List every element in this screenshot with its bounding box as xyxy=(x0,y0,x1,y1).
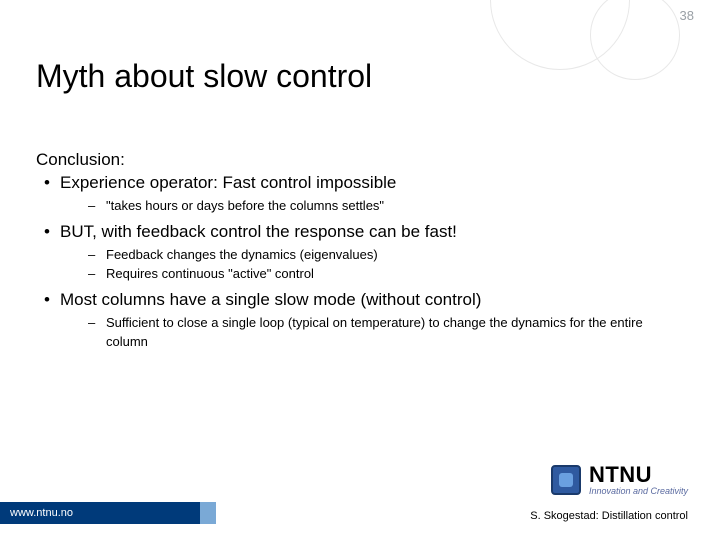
decorative-circle xyxy=(590,0,680,80)
logo-name: NTNU xyxy=(589,464,688,486)
author-line: S. Skogestad: Distillation control xyxy=(530,510,688,522)
sub-list: "takes hours or days before the columns … xyxy=(60,197,684,215)
footer-accent xyxy=(200,502,216,524)
bullet-item: Most columns have a single slow mode (wi… xyxy=(36,289,684,350)
bullet-item: Experience operator: Fast control imposs… xyxy=(36,172,684,215)
bullet-list: Experience operator: Fast control imposs… xyxy=(36,172,684,351)
sub-item: Sufficient to close a single loop (typic… xyxy=(80,314,684,350)
sub-list: Sufficient to close a single loop (typic… xyxy=(60,314,684,350)
footer-url: www.ntnu.no xyxy=(10,507,73,519)
logo-inner-icon xyxy=(559,473,573,487)
bullet-text: Most columns have a single slow mode (wi… xyxy=(60,290,481,309)
ntnu-logo: NTNU Innovation and Creativity xyxy=(551,464,688,496)
bullet-item: BUT, with feedback control the response … xyxy=(36,221,684,283)
bullet-text: BUT, with feedback control the response … xyxy=(60,222,457,241)
sub-list: Feedback changes the dynamics (eigenvalu… xyxy=(60,246,684,283)
bullet-text: Experience operator: Fast control imposs… xyxy=(60,173,396,192)
content-block: Conclusion: Experience operator: Fast co… xyxy=(36,150,684,357)
conclusion-heading: Conclusion: xyxy=(36,150,684,170)
logo-icon xyxy=(551,465,581,495)
sub-item: Feedback changes the dynamics (eigenvalu… xyxy=(80,246,684,264)
slide-title: Myth about slow control xyxy=(36,58,372,95)
logo-text: NTNU Innovation and Creativity xyxy=(589,464,688,496)
slide: 38 Myth about slow control Conclusion: E… xyxy=(0,0,720,540)
logo-tagline: Innovation and Creativity xyxy=(589,486,688,496)
sub-item: Requires continuous "active" control xyxy=(80,265,684,283)
page-number: 38 xyxy=(680,8,694,23)
sub-item: "takes hours or days before the columns … xyxy=(80,197,684,215)
footer-bar: www.ntnu.no xyxy=(0,502,200,524)
